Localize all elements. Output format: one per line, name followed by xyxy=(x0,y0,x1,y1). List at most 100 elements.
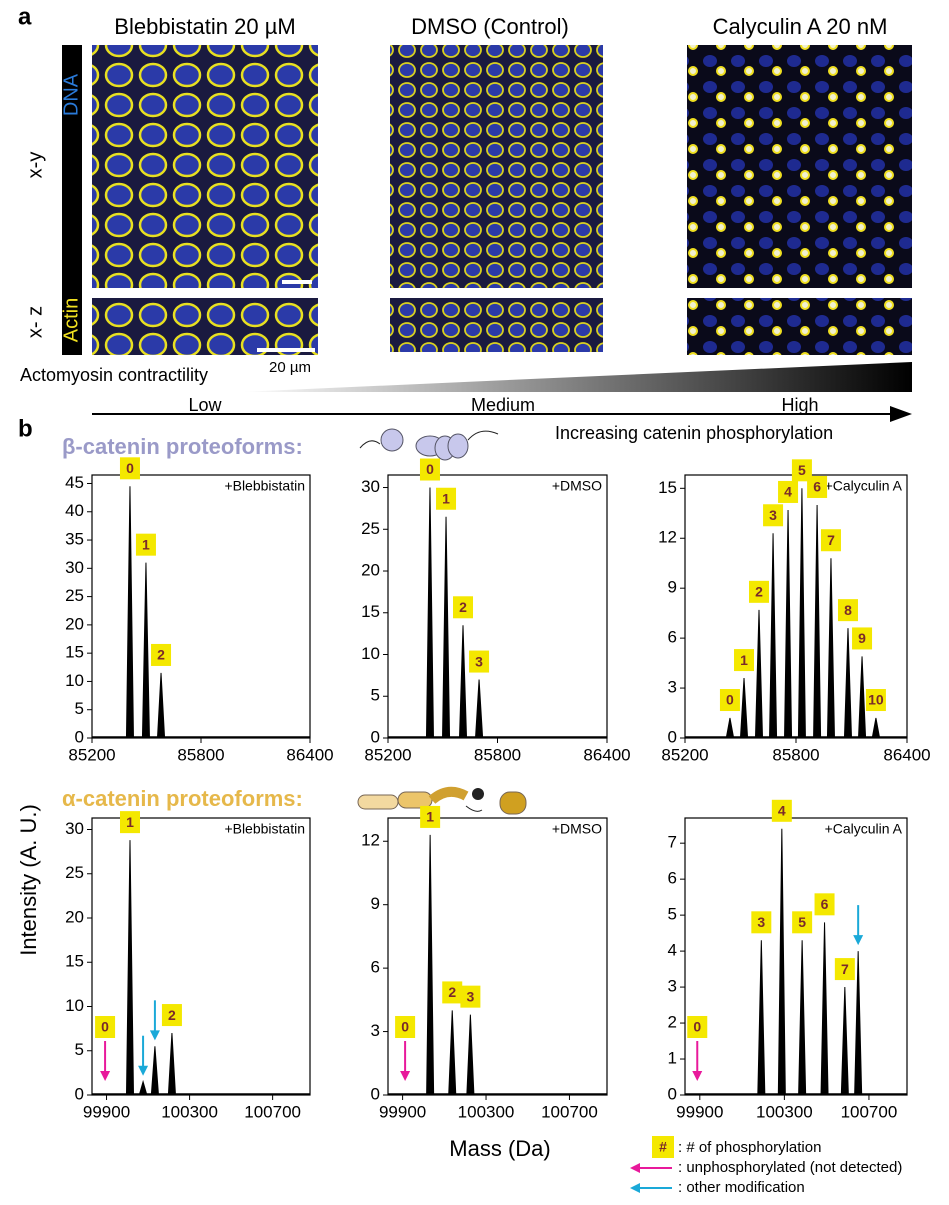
level-label: Medium xyxy=(471,395,535,415)
peak-label: 2 xyxy=(459,599,467,615)
label-box xyxy=(119,811,140,834)
phospho-axis-label: Increasing catenin phosphorylation xyxy=(555,423,833,443)
micrograph xyxy=(92,45,318,288)
legend-symbol: # xyxy=(659,1139,667,1155)
peak xyxy=(798,940,807,1095)
stain-label: DNA xyxy=(60,73,82,116)
peak xyxy=(725,717,735,738)
y-tick-label: 10 xyxy=(361,644,380,663)
peak-label: 3 xyxy=(466,988,474,1004)
x-tick-label: 100300 xyxy=(458,1102,515,1121)
gradient-wedge xyxy=(240,362,912,392)
x-tick-label: 99900 xyxy=(676,1102,723,1121)
peak-label: 10 xyxy=(868,692,884,708)
peak xyxy=(442,516,451,738)
peak-label: 1 xyxy=(142,536,150,552)
x-tick-label: 85800 xyxy=(474,745,521,764)
y-tick-label: 0 xyxy=(668,727,677,746)
x-tick-label: 86400 xyxy=(883,745,930,764)
peak xyxy=(754,609,764,738)
x-tick-label: 100700 xyxy=(841,1102,898,1121)
marker-arrow-head xyxy=(692,1071,703,1081)
x-tick-label: 99900 xyxy=(379,1102,426,1121)
level-label: High xyxy=(781,395,818,415)
label-box xyxy=(436,487,457,510)
y-tick-label: 5 xyxy=(75,699,84,718)
stain-label: Actin xyxy=(60,298,82,342)
peak xyxy=(813,504,822,738)
y-tick-label: 9 xyxy=(371,894,380,913)
x-tick-label: 86400 xyxy=(286,745,333,764)
label-box xyxy=(719,689,740,712)
condition-annotation: +Calyculin A xyxy=(825,478,903,494)
legend-text: : # of phosphorylation xyxy=(678,1139,821,1156)
peak xyxy=(141,562,150,738)
peak-label: 8 xyxy=(844,602,852,618)
peak xyxy=(466,1014,475,1095)
y-tick-label: 30 xyxy=(65,819,84,838)
y-tick-label: 40 xyxy=(65,501,84,520)
y-tick-label: 15 xyxy=(65,952,84,971)
view-label: x- z xyxy=(24,306,46,338)
x-tick-label: 85200 xyxy=(661,745,708,764)
marker-arrow-head xyxy=(149,1030,160,1041)
label-box xyxy=(814,893,835,916)
y-tick-label: 0 xyxy=(75,1084,84,1103)
label-box xyxy=(837,599,858,622)
legend-symbol-box xyxy=(652,1136,674,1158)
y-tick-label: 3 xyxy=(668,678,677,697)
peak-label: 2 xyxy=(755,584,763,600)
y-tick-label: 20 xyxy=(361,561,380,580)
y-tick-label: 30 xyxy=(361,477,380,496)
legend-arrow-head xyxy=(630,1163,640,1173)
peak-label: 1 xyxy=(740,652,748,668)
label-box xyxy=(792,911,813,934)
peak xyxy=(854,951,863,1095)
label-box xyxy=(771,799,792,822)
y-tick-label: 10 xyxy=(65,671,84,690)
y-tick-label: 30 xyxy=(65,558,84,577)
peak-label: 0 xyxy=(126,460,134,476)
peak xyxy=(426,834,435,1095)
level-label: Low xyxy=(188,395,222,415)
x-axis-label: Mass (Da) xyxy=(449,1136,550,1161)
y-tick-label: 9 xyxy=(668,578,677,597)
peak xyxy=(871,717,881,738)
plot-frame xyxy=(684,817,908,1096)
micrograph xyxy=(390,45,603,288)
label-box xyxy=(469,650,490,673)
peak xyxy=(125,840,135,1095)
peak-label: 1 xyxy=(426,809,434,825)
label-box xyxy=(119,457,140,480)
plot-frame xyxy=(91,474,311,739)
beta-icon xyxy=(359,428,499,461)
y-tick-label: 45 xyxy=(65,473,84,492)
contractility-label: Actomyosin contractility xyxy=(20,365,208,385)
panel-label: a xyxy=(18,3,32,30)
y-tick-label: 4 xyxy=(668,941,677,960)
marker-arrow-head xyxy=(400,1071,411,1081)
peak xyxy=(125,486,134,738)
label-box xyxy=(807,475,828,498)
label-box xyxy=(763,504,784,527)
peak-label: 2 xyxy=(157,647,165,663)
y-tick-label: 25 xyxy=(65,863,84,882)
label-box xyxy=(749,580,769,603)
x-tick-label: 85800 xyxy=(772,745,819,764)
peak-label: 0 xyxy=(101,1019,109,1035)
y-tick-label: 0 xyxy=(668,1084,677,1103)
arrow-head xyxy=(890,406,912,422)
marker-arrow-head xyxy=(138,1065,149,1076)
alpha-icon xyxy=(357,786,527,815)
peak xyxy=(784,509,793,738)
condition-title: Calyculin A 20 nM xyxy=(713,14,888,39)
peak-label: 1 xyxy=(126,814,134,830)
marker-arrow-head xyxy=(853,935,864,946)
peak xyxy=(475,679,484,738)
micrograph xyxy=(687,298,912,355)
peak-label: 0 xyxy=(426,461,434,477)
label-box xyxy=(95,1016,116,1038)
x-tick-label: 85200 xyxy=(68,745,115,764)
marker-arrow-head xyxy=(100,1071,111,1081)
